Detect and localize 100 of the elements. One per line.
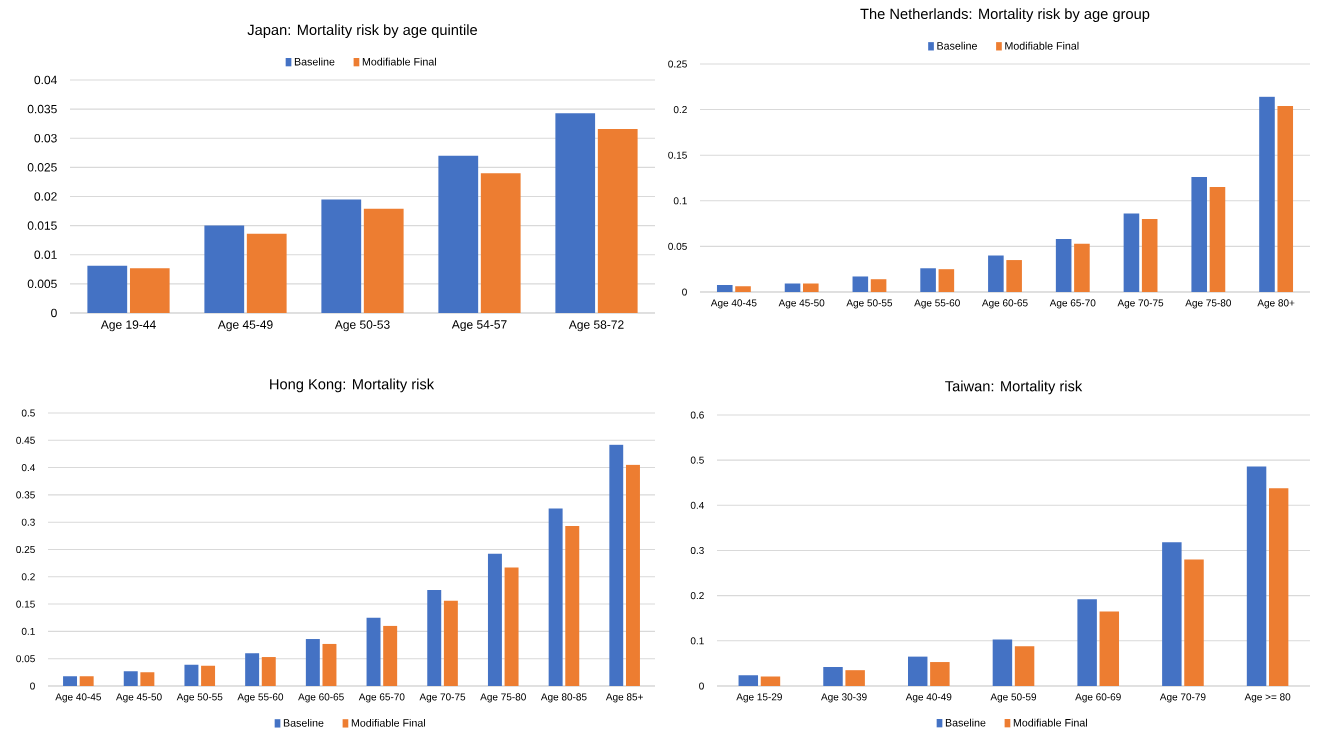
bar	[1077, 599, 1097, 686]
bar	[738, 675, 759, 686]
bar	[245, 653, 260, 686]
bar	[1162, 542, 1182, 686]
chart-title: Japan: Mortality risk by age quintile	[247, 24, 478, 38]
bar	[920, 268, 936, 292]
y-tick-label: 0	[682, 288, 687, 296]
bar	[1184, 559, 1204, 686]
y-tick-label: 0.15	[16, 600, 35, 608]
bar	[1209, 187, 1226, 292]
bar	[1006, 260, 1022, 292]
bar	[609, 444, 624, 686]
bar	[1014, 646, 1035, 686]
bar	[184, 664, 199, 686]
bar	[930, 662, 950, 686]
y-tick-label: 0.025	[27, 163, 57, 172]
chart-title: Hong Kong: Mortality risk	[270, 378, 435, 393]
bar	[803, 283, 819, 292]
bar	[123, 671, 138, 686]
x-tick-label: Age 40-45	[55, 693, 101, 703]
y-tick-label: 0.4	[690, 501, 704, 509]
y-tick-label: 0	[51, 308, 57, 318]
legend-label: Baseline	[945, 718, 986, 727]
x-tick-label: Age 58-72	[568, 320, 624, 332]
y-tick-label: 0	[30, 682, 35, 690]
bar	[1123, 213, 1140, 292]
y-tick-label: 0.35	[16, 491, 35, 499]
x-tick-label: Age 50-59	[990, 693, 1037, 703]
x-tick-label: Age 85+	[605, 693, 643, 703]
y-tick-label: 0.5	[21, 409, 35, 417]
bar	[555, 113, 596, 313]
bar	[261, 657, 276, 686]
y-tick-label: 0.1	[673, 197, 687, 205]
x-tick-label: Age 50-53	[334, 320, 390, 332]
x-tick-label: Age 75-80	[1185, 299, 1231, 309]
bar	[79, 676, 94, 686]
bar	[87, 265, 128, 313]
bar	[480, 173, 521, 313]
bar	[438, 155, 479, 313]
y-tick-label: 0.1	[690, 637, 704, 645]
bar	[305, 639, 320, 686]
y-tick-label: 0	[699, 682, 704, 690]
legend-label: Baseline	[294, 57, 335, 66]
x-tick-label: Age 80+	[1257, 299, 1295, 309]
bar	[504, 567, 519, 686]
y-tick-label: 0.25	[668, 60, 687, 68]
bar	[1246, 466, 1267, 686]
bar	[1055, 239, 1072, 292]
bar	[140, 672, 155, 686]
y-tick-label: 0.02	[34, 192, 57, 201]
legend-label: Modifiable Final	[362, 57, 436, 66]
x-tick-label: Age 45-50	[778, 299, 825, 309]
y-tick-label: 0.005	[27, 279, 57, 289]
bar	[938, 269, 955, 292]
y-tick-label: 0.1	[21, 627, 35, 635]
bar	[487, 553, 502, 686]
y-tick-label: 0.05	[16, 655, 35, 663]
x-tick-label: Age 15-29	[736, 693, 782, 703]
y-tick-label: 0.2	[690, 592, 704, 600]
y-tick-label: 0.3	[690, 546, 704, 555]
y-tick-label: 0.015	[27, 221, 57, 230]
chart-title: Taiwan: Mortality risk	[945, 380, 1083, 395]
bar	[63, 676, 78, 686]
bar	[625, 464, 640, 686]
y-tick-label: 0.6	[690, 411, 704, 419]
y-tick-label: 0.035	[27, 104, 57, 114]
bar	[204, 225, 245, 313]
bar	[565, 526, 580, 686]
x-tick-label: Age 65-70	[358, 693, 405, 703]
bar	[366, 617, 381, 686]
x-tick-label: Age 60-65	[981, 299, 1028, 309]
y-tick-label: 0.04	[34, 75, 57, 85]
bar	[1259, 96, 1275, 292]
bar	[597, 128, 638, 313]
bar	[735, 286, 751, 292]
bar	[760, 676, 781, 686]
bar	[1191, 177, 1208, 292]
bar	[1099, 611, 1120, 686]
x-tick-label: Age 60-65	[298, 693, 344, 703]
bar	[427, 589, 442, 686]
bar	[129, 268, 170, 313]
legend-label: Baseline	[283, 718, 324, 727]
x-tick-label: Age 54-57	[451, 320, 507, 332]
bar	[784, 283, 801, 292]
x-tick-label: Age 70-79	[1159, 693, 1206, 703]
y-tick-label: 0.4	[21, 464, 35, 472]
x-tick-label: Age 70-75	[1117, 299, 1164, 309]
bar	[363, 208, 404, 313]
bar	[716, 285, 733, 292]
x-tick-label: Age 50-55	[176, 693, 223, 703]
chart-title: The Netherlands: Mortality risk by age group	[860, 8, 1150, 22]
y-tick-label: 0.03	[34, 133, 57, 143]
x-tick-label: Age 45-50	[116, 693, 162, 703]
x-tick-label: Age 75-80	[480, 693, 526, 703]
y-tick-label: 0.15	[668, 151, 687, 159]
legend-label: Modifiable Final	[1005, 41, 1079, 50]
x-tick-label: Age >= 80	[1244, 693, 1291, 703]
y-tick-label: 0.01	[34, 250, 57, 259]
x-tick-label: Age 65-70	[1049, 299, 1096, 309]
x-tick-label: Age 60-69	[1075, 693, 1121, 703]
